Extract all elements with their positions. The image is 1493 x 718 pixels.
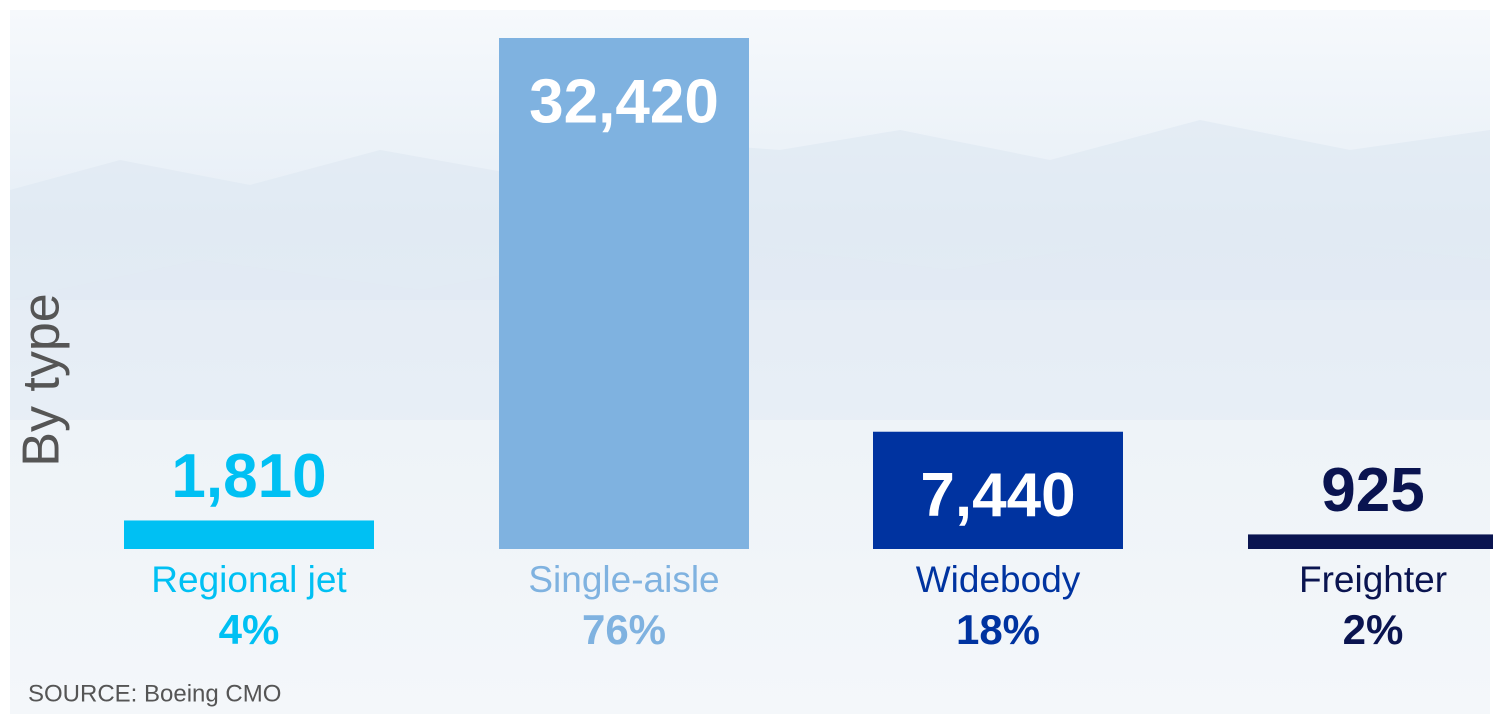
share-label: 4% [219,606,280,653]
share-label: 2% [1343,606,1404,653]
share-label: 76% [582,606,666,653]
value-label: 32,420 [529,67,719,136]
category-label: Regional jet [151,559,347,600]
bar [124,520,374,549]
mountains [10,230,1490,420]
source: SOURCE: Boeing CMO [28,680,281,707]
category-label: Freighter [1299,559,1447,600]
value-label: 925 [1321,456,1424,525]
bar [499,38,749,549]
value-label: 7,440 [920,461,1075,530]
share-label: 18% [956,606,1040,653]
bar [1248,534,1493,549]
category-label: Widebody [916,559,1081,600]
value-label: 1,810 [171,442,326,511]
category-label: Single-aisle [528,559,719,600]
chart-title: By type [13,293,71,466]
bar [873,431,1123,549]
